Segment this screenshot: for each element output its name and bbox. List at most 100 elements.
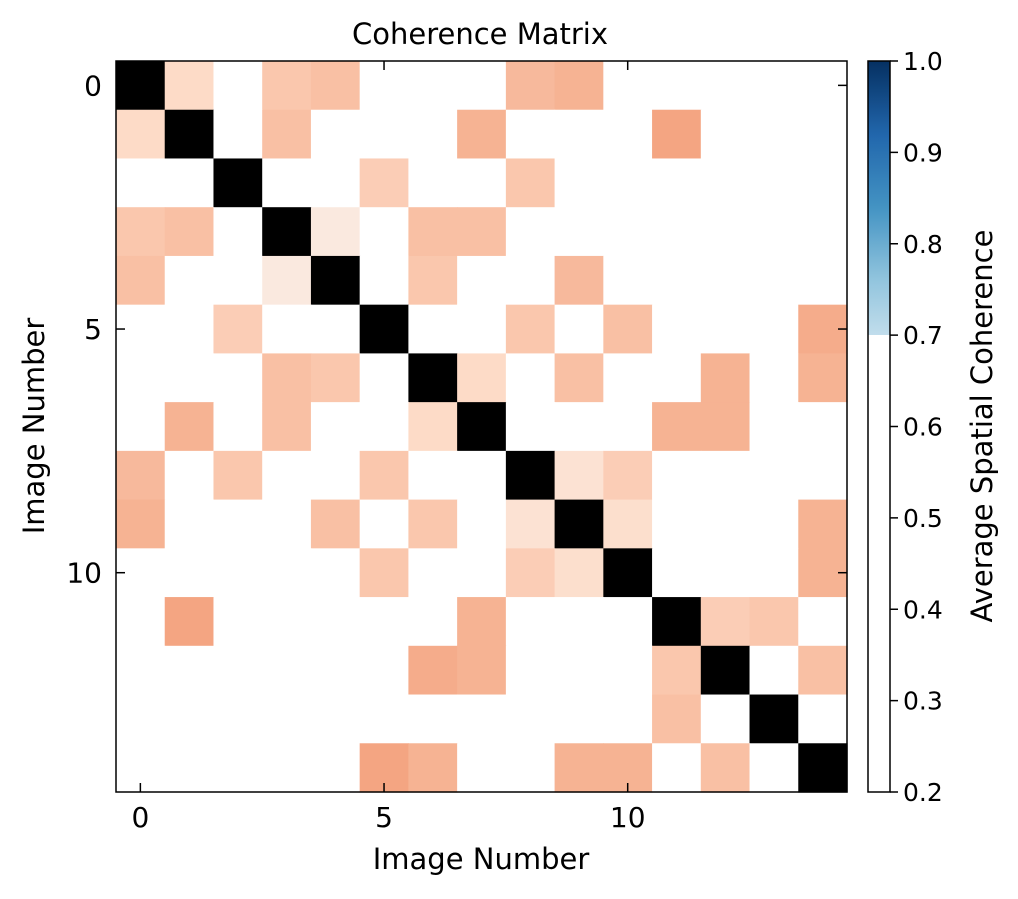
heatmap-cell [164, 402, 215, 452]
heatmap-cell [116, 694, 166, 744]
heatmap-cell [164, 450, 215, 501]
heatmap-cell [652, 109, 702, 160]
heatmap-cell [116, 499, 166, 549]
heatmap-cell [652, 694, 702, 744]
heatmap-cell [359, 109, 409, 160]
heatmap-cell [359, 597, 409, 647]
heatmap-cell [798, 499, 848, 549]
heatmap-cell [262, 694, 312, 744]
heatmap-cell [652, 645, 702, 696]
heatmap-cell [408, 61, 458, 111]
heatmap-cell [700, 109, 751, 160]
heatmap-cell [359, 353, 409, 403]
heatmap-cell [554, 743, 604, 793]
diagonal-cell [749, 694, 799, 744]
x-tick-label: 5 [375, 801, 393, 834]
heatmap-cell [213, 109, 263, 160]
colorbar-label: Average Spatial Coherence [965, 230, 999, 623]
heatmap-cell [700, 597, 751, 647]
heatmap-cell [603, 158, 653, 208]
heatmap-cell [213, 499, 263, 549]
heatmap-cell [164, 61, 215, 111]
heatmap-cell [457, 255, 507, 306]
heatmap-cell [603, 645, 653, 696]
heatmap-cell [164, 597, 215, 647]
diagonal-cell [603, 548, 653, 598]
heatmap-cell [310, 61, 361, 111]
heatmap-cell [700, 207, 751, 257]
heatmap-cell [262, 499, 312, 549]
heatmap-cell [798, 450, 848, 501]
heatmap-cell [310, 597, 361, 647]
heatmap-cell [798, 597, 848, 647]
heatmap-cell [164, 743, 215, 793]
heatmap-cell [749, 450, 799, 501]
heatmap-cell [554, 61, 604, 111]
heatmap-cell [603, 499, 653, 549]
heatmap-cell [408, 304, 458, 354]
heatmap-cell [603, 304, 653, 354]
heatmap-cell [749, 158, 799, 208]
heatmap-cell [262, 61, 312, 111]
heatmap-cells [116, 61, 848, 793]
axis-ticks: 0 5 10 0 5 10 [66, 61, 847, 834]
heatmap-cell [652, 450, 702, 501]
heatmap-cell [603, 255, 653, 306]
colorbar-tick-label: 0.7 [903, 321, 943, 350]
heatmap-cell [213, 255, 263, 306]
heatmap-cell [457, 304, 507, 354]
colorbar-tick-label: 0.8 [903, 230, 943, 259]
heatmap-cell [700, 255, 751, 306]
colorbar-tick-label: 0.4 [903, 595, 943, 624]
heatmap-cell [554, 353, 604, 403]
heatmap-cell [749, 597, 799, 647]
heatmap-cell [262, 402, 312, 452]
colorbar [868, 61, 890, 792]
heatmap-cell [603, 597, 653, 647]
heatmap-cell [798, 255, 848, 306]
heatmap-cell [700, 61, 751, 111]
heatmap-cell [554, 109, 604, 160]
heatmap-cell [359, 255, 409, 306]
heatmap-cell [310, 499, 361, 549]
heatmap-cell [798, 158, 848, 208]
heatmap-cell [652, 548, 702, 598]
heatmap-cell [116, 255, 166, 306]
heatmap-cell [798, 207, 848, 257]
heatmap-cell [652, 499, 702, 549]
heatmap-cell [554, 402, 604, 452]
heatmap-cell [457, 548, 507, 598]
heatmap-cell [359, 158, 409, 208]
heatmap-cell [749, 499, 799, 549]
heatmap-cell [116, 158, 166, 208]
heatmap-cell [505, 255, 556, 306]
heatmap-cell [554, 304, 604, 354]
colorbar-ticks: 0.2 0.3 0.4 0.5 0.6 0.7 0.8 0.9 1.0 [890, 47, 943, 807]
heatmap-cell [213, 61, 263, 111]
heatmap-cell [262, 158, 312, 208]
diagonal-cell [164, 109, 215, 160]
heatmap-cell [749, 402, 799, 452]
colorbar-tick-label: 0.9 [903, 138, 943, 167]
heatmap-cell [262, 109, 312, 160]
heatmap-cell [310, 548, 361, 598]
heatmap-cell [164, 207, 215, 257]
diagonal-cell [408, 353, 458, 403]
heatmap-cell [310, 645, 361, 696]
heatmap-cell [408, 597, 458, 647]
heatmap-cell [164, 645, 215, 696]
diagonal-cell [798, 743, 848, 793]
heatmap-cell [700, 402, 751, 452]
heatmap-cell [700, 158, 751, 208]
chart-title: Coherence Matrix [352, 17, 608, 51]
heatmap-cell [457, 645, 507, 696]
heatmap-cell [749, 743, 799, 793]
heatmap-cell [505, 158, 556, 208]
heatmap-cell [213, 694, 263, 744]
diagonal-cell [554, 499, 604, 549]
heatmap-cell [603, 694, 653, 744]
heatmap-cell [116, 353, 166, 403]
y-tick-label: 5 [84, 313, 102, 346]
heatmap-cell [749, 207, 799, 257]
